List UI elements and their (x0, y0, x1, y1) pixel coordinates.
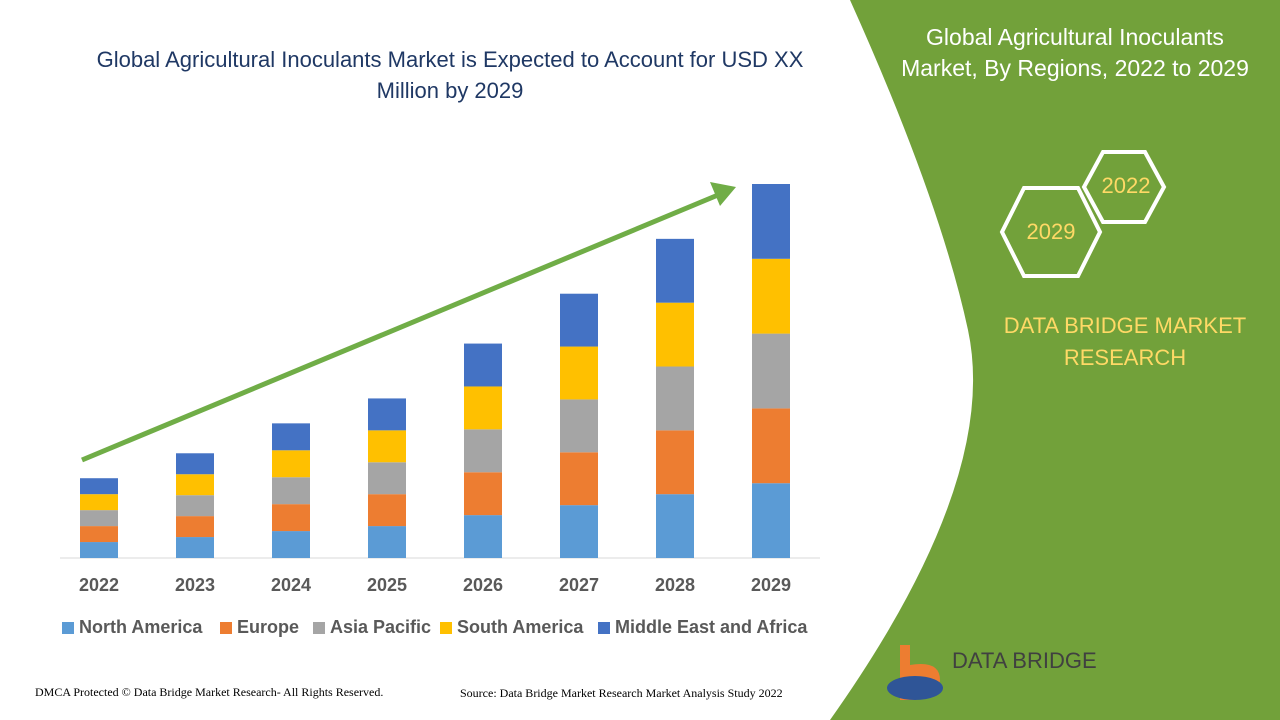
hexagon (1081, 150, 1167, 224)
x-tick-label: 2024 (271, 575, 311, 595)
logo-mark (887, 676, 943, 700)
bar-segment (464, 386, 502, 430)
legend-swatch (440, 622, 452, 634)
bar-segment (368, 462, 406, 495)
bar-segment (272, 504, 310, 532)
x-tick-label: 2029 (751, 575, 791, 595)
bar-segment (656, 494, 694, 558)
x-tick-label: 2027 (559, 575, 599, 595)
bar-segment (80, 510, 118, 527)
x-tick-label: 2028 (655, 575, 695, 595)
x-tick-label: 2025 (367, 575, 407, 595)
bar-segment (176, 537, 214, 558)
hex-label: 2022 (1102, 173, 1151, 198)
legend-label: Middle East and Africa (615, 617, 808, 637)
bar-segment (752, 258, 790, 334)
bar-segment (368, 398, 406, 431)
bar-segment (272, 531, 310, 558)
brand-text: DATA BRIDGE MARKET RESEARCH (1003, 313, 1247, 370)
bar-segment (272, 450, 310, 478)
legend-swatch (220, 622, 232, 634)
legend-label: Europe (237, 617, 299, 637)
legend-swatch (313, 622, 325, 634)
bar-segment (368, 526, 406, 558)
logo-text: DATA BRIDGE (952, 648, 1097, 673)
panel-title: Global Agricultural Inoculants Market, B… (901, 24, 1249, 81)
bar-segment (560, 452, 598, 506)
bar-segment (80, 494, 118, 511)
trend-arrow (81, 192, 719, 463)
bar-segment (272, 423, 310, 451)
hex-label: 2029 (1027, 219, 1076, 244)
bar-segment (176, 516, 214, 538)
bar-segment (464, 343, 502, 387)
bar-segment (560, 346, 598, 400)
bar-segment (464, 429, 502, 473)
footer-text: Source: Data Bridge Market Research Mark… (460, 686, 783, 700)
bar-segment (560, 505, 598, 558)
bar-segment (656, 430, 694, 495)
bar-segment (368, 430, 406, 463)
bar-segment (368, 494, 406, 527)
bar-segment (752, 333, 790, 409)
legend-label: South America (457, 617, 584, 637)
footer-text: DMCA Protected © Data Bridge Market Rese… (35, 685, 383, 699)
side-panel (830, 0, 1280, 720)
legend-label: North America (79, 617, 203, 637)
bar-segment (752, 184, 790, 259)
bar-segment (752, 483, 790, 558)
bar-segment (176, 474, 214, 496)
x-tick-label: 2023 (175, 575, 215, 595)
chart-title: Global Agricultural Inoculants Market is… (96, 47, 804, 103)
bar-segment (560, 399, 598, 453)
arrow-head (710, 182, 736, 206)
bar-segment (560, 293, 598, 347)
bar-segment (176, 453, 214, 475)
bar-segment (80, 542, 118, 558)
bar-segment (752, 408, 790, 484)
bar-segment (80, 526, 118, 543)
bar-segment (656, 302, 694, 367)
legend-label: Asia Pacific (330, 617, 431, 637)
bar-segment (464, 515, 502, 558)
x-tick-label: 2026 (463, 575, 503, 595)
bar-segment (656, 366, 694, 431)
bar-segment (176, 495, 214, 517)
bar-segment (656, 238, 694, 303)
bar-segment (464, 472, 502, 516)
hexagon (999, 186, 1103, 278)
bar-segment (272, 477, 310, 505)
x-tick-label: 2022 (79, 575, 119, 595)
bar-segment (80, 478, 118, 495)
legend-swatch (62, 622, 74, 634)
legend-swatch (598, 622, 610, 634)
